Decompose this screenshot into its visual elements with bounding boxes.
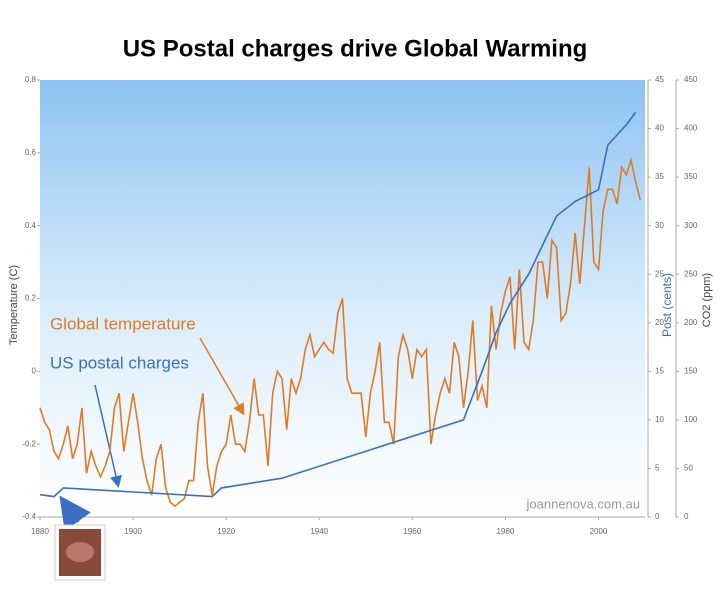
series-line bbox=[39, 156, 642, 508]
y3-tick-label: 450 bbox=[684, 75, 698, 84]
x-tick-label: 1920 bbox=[217, 527, 235, 536]
y2-tick-label: 5 bbox=[655, 464, 660, 473]
y-tick-label: 0 bbox=[32, 366, 37, 375]
y-tick-label: -0.4 bbox=[22, 512, 36, 521]
y3-tick-label: 300 bbox=[684, 221, 698, 230]
x-tick-label: 2000 bbox=[590, 527, 608, 536]
x-tick-label: 1960 bbox=[403, 527, 421, 536]
y3-tick-label: 0 bbox=[684, 512, 689, 521]
y3-tick-label: 50 bbox=[684, 464, 693, 473]
y2-axis-label: Post (cents) bbox=[660, 273, 674, 337]
y2-tick-label: 10 bbox=[655, 415, 664, 424]
y3-tick-label: 200 bbox=[684, 318, 698, 327]
y-tick-label: 0.6 bbox=[25, 148, 37, 157]
y2-tick-label: 40 bbox=[655, 124, 664, 133]
y-tick-label: 0.4 bbox=[25, 221, 37, 230]
x-tick-label: 1980 bbox=[496, 527, 514, 536]
y3-axis-label: CO2 (ppm) bbox=[701, 273, 713, 327]
series-label: US postal charges bbox=[50, 353, 189, 372]
x-tick-label: 1880 bbox=[31, 527, 49, 536]
y-tick-label: 0.8 bbox=[25, 75, 37, 84]
y2-tick-label: 20 bbox=[655, 318, 664, 327]
stamp-arrow bbox=[59, 495, 91, 531]
y2-tick-label: 35 bbox=[655, 172, 664, 181]
y-tick-label: 0.2 bbox=[25, 294, 37, 303]
y3-tick-label: 100 bbox=[684, 415, 698, 424]
y2-tick-label: 25 bbox=[655, 269, 664, 278]
y2-tick-label: 15 bbox=[655, 366, 664, 375]
y3-tick-label: 150 bbox=[684, 366, 698, 375]
y-axis-label: Temperature (C) bbox=[8, 265, 20, 345]
annotation-arrow bbox=[94, 384, 122, 488]
series-line bbox=[39, 111, 637, 498]
annotation-arrow bbox=[199, 337, 245, 416]
stamp bbox=[54, 524, 106, 581]
x-tick-label: 1900 bbox=[124, 527, 142, 536]
y3-tick-label: 250 bbox=[684, 269, 698, 278]
y2-tick-label: 45 bbox=[655, 75, 664, 84]
y-tick-label: -0.2 bbox=[22, 439, 36, 448]
series-label: Global temperature bbox=[50, 314, 196, 333]
y2-tick-label: 0 bbox=[655, 512, 660, 521]
y3-tick-label: 400 bbox=[684, 124, 698, 133]
y3-tick-label: 350 bbox=[684, 172, 698, 181]
chart-title: US Postal charges drive Global Warming bbox=[123, 35, 588, 62]
x-tick-label: 1940 bbox=[310, 527, 328, 536]
watermark: joannenova.com.au bbox=[526, 496, 640, 511]
y2-tick-label: 30 bbox=[655, 221, 664, 230]
